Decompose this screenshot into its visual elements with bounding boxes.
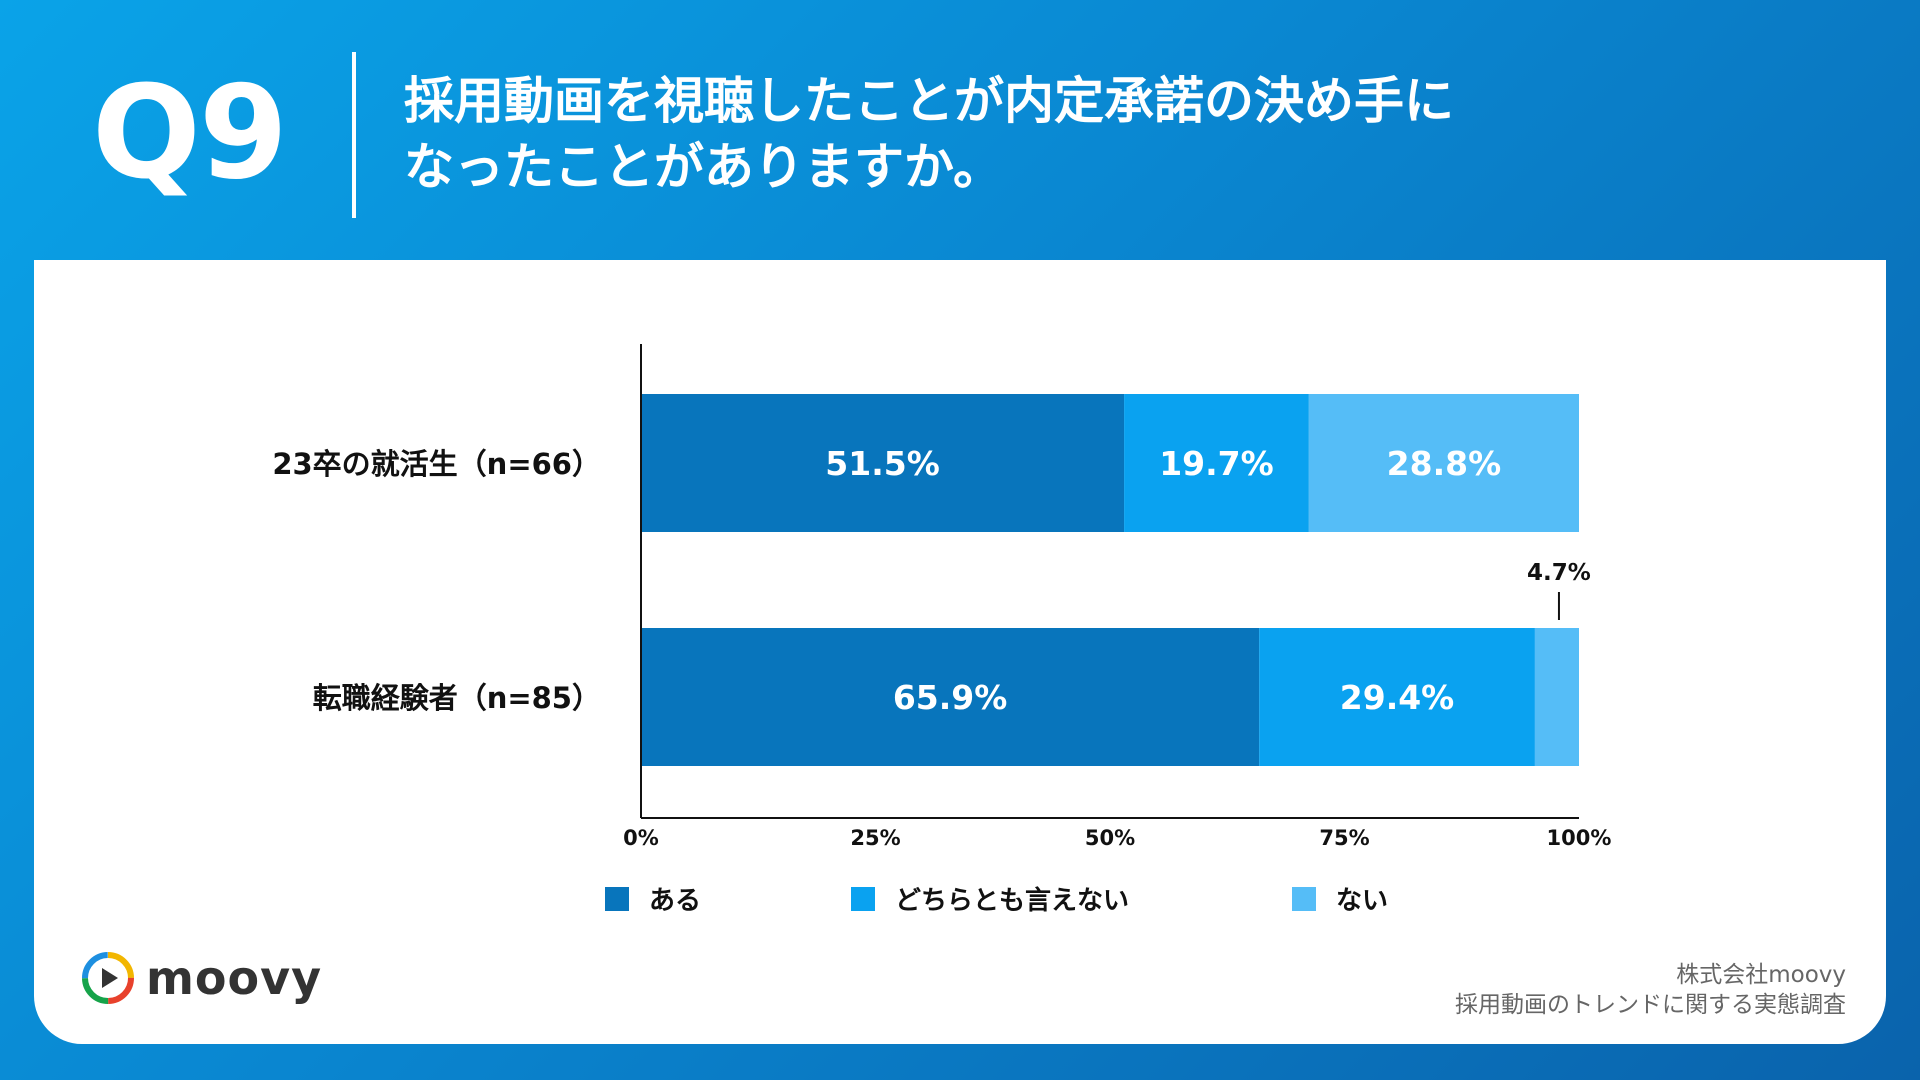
header-divider: [352, 52, 356, 218]
legend-label: ある: [649, 886, 701, 916]
bar-value-label: 28.8%: [1387, 444, 1502, 483]
header: Q9 採用動画を視聴したことが内定承諾の決め手に なったことがありますか。: [0, 0, 1920, 260]
category-label: 転職経験者（n=85）: [313, 681, 601, 715]
logo-text: moovy: [146, 951, 323, 1005]
bar-segment: [641, 394, 1125, 532]
bar-segment: [1124, 394, 1309, 532]
question-title-line2: なったことがありますか。: [404, 138, 1003, 196]
question-title: 採用動画を視聴したことが内定承諾の決め手に なったことがありますか。: [404, 68, 1454, 200]
bar-value-label: 65.9%: [893, 678, 1008, 717]
source-line2: 採用動画のトレンドに関する実態調査: [1455, 992, 1846, 1018]
x-tick-label: 25%: [850, 826, 900, 850]
legend-label: ない: [1336, 886, 1388, 916]
bar-segment: [1308, 394, 1579, 532]
bar-value-label: 19.7%: [1159, 444, 1274, 483]
source-credit: 株式会社moovy 採用動画のトレンドに関する実態調査: [1455, 960, 1846, 1020]
legend-label: どちらとも言えない: [895, 886, 1129, 916]
source-line1: 株式会社moovy: [1676, 962, 1846, 988]
chart-card: 51.5% 19.7% 28.8% 23卒の就活生（n=66） 65.9% 29.4% 4.…: [34, 260, 1886, 1044]
moovy-logo: moovy: [80, 948, 322, 1008]
bar-segment: [641, 628, 1260, 766]
question-title-line1: 採用動画を視聴したことが内定承諾の決め手に: [404, 72, 1454, 130]
x-tick-label: 100%: [1547, 826, 1612, 850]
play-circle-icon: [82, 952, 134, 1004]
legend-swatch: [851, 887, 875, 911]
bar-value-label: 29.4%: [1340, 678, 1455, 717]
stacked-bar-chart: 51.5% 19.7% 28.8% 23卒の就活生（n=66） 65.9% 29.4% 4.…: [272, 344, 1612, 916]
bar-value-label: 51.5%: [825, 444, 940, 483]
category-label: 23卒の就活生（n=66）: [272, 447, 601, 481]
question-number: Q9: [92, 59, 288, 208]
bar-segment: [1534, 628, 1579, 766]
x-tick-label: 0%: [623, 826, 659, 850]
x-tick-label: 50%: [1085, 826, 1135, 850]
legend-swatch: [1292, 887, 1316, 911]
bar-segment: [1259, 628, 1535, 766]
legend-swatch: [605, 887, 629, 911]
x-tick-label: 75%: [1319, 826, 1369, 850]
bar-value-label: 4.7%: [1527, 560, 1591, 586]
